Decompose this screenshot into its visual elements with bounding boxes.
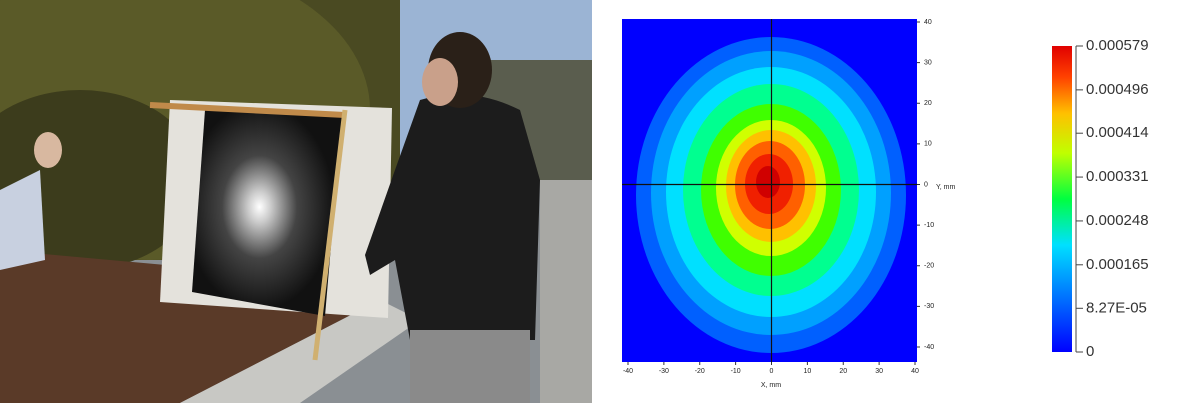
x-tick-label: 40 — [911, 368, 919, 375]
colorbar-tick-label: 0.000248 — [1086, 212, 1149, 229]
y-tick-label: 10 — [924, 141, 932, 148]
colorbar-tick-label: 0.000579 — [1086, 37, 1149, 54]
y-tick-label: 40 — [924, 19, 932, 26]
colorbar-tick-label: 0.000496 — [1086, 81, 1149, 98]
x-tick-label: 0 — [770, 368, 774, 375]
y-tick-label: -40 — [924, 344, 934, 351]
colorbar-tick-label: 0.000165 — [1086, 256, 1149, 273]
y-tick-label: -30 — [924, 303, 934, 310]
photo — [0, 0, 592, 403]
heatmap: X, mm Y, mm — [622, 19, 955, 389]
x-axis-label: X, mm — [761, 382, 781, 389]
y-tick-label: 0 — [924, 181, 928, 188]
colorbar-tick-label: 0 — [1086, 343, 1094, 360]
colorbar-tick-label: 0.000331 — [1086, 168, 1149, 185]
colorbar-tick-label: 8.27E-05 — [1086, 299, 1147, 316]
y-tick-label: -20 — [924, 263, 934, 270]
y-tick-label: 20 — [924, 100, 932, 107]
x-tick-label: -20 — [695, 368, 705, 375]
colorbar-tick-label: 0.000414 — [1086, 124, 1149, 141]
y-axis-label: Y, mm — [936, 184, 955, 191]
y-tick-label: -10 — [924, 222, 934, 229]
x-tick-label: 10 — [803, 368, 811, 375]
x-tick-label: -40 — [623, 368, 633, 375]
x-tick-label: -10 — [731, 368, 741, 375]
x-tick-label: 20 — [839, 368, 847, 375]
x-tick-label: -30 — [659, 368, 669, 375]
colorbar — [1052, 46, 1072, 352]
y-tick-label: 30 — [924, 59, 932, 66]
x-tick-label: 30 — [875, 368, 883, 375]
